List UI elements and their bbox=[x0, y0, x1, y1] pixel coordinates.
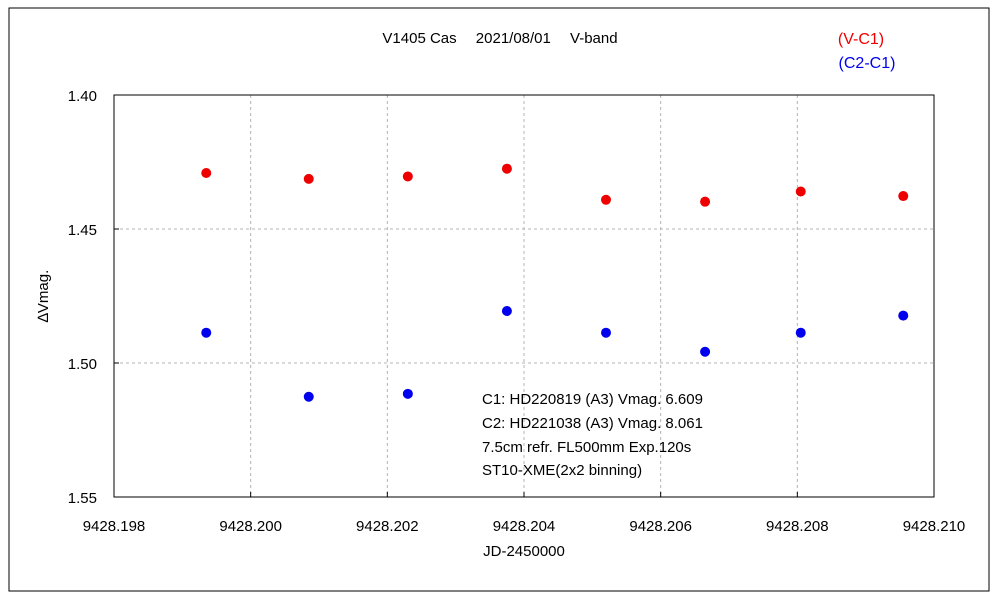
x-tick-label: 9428.206 bbox=[629, 518, 692, 535]
annotation-line-instrument: 7.5cm refr. FL500mm Exp.120s bbox=[482, 439, 691, 456]
data-point bbox=[402, 388, 413, 399]
x-axis-label: JD-2450000 bbox=[483, 543, 565, 560]
data-point bbox=[795, 327, 806, 338]
y-tick-label: 1.45 bbox=[68, 222, 97, 239]
data-point bbox=[501, 163, 512, 174]
y-tick-label: 1.55 bbox=[68, 490, 97, 507]
x-tick-label: 9428.202 bbox=[356, 518, 419, 535]
y-tick-label: 1.40 bbox=[68, 88, 97, 105]
chart-title: V1405 Cas 2021/08/01 V-band bbox=[382, 30, 617, 47]
legend-entry-c2-c1: (C2-C1) bbox=[839, 55, 896, 72]
x-tick-label: 9428.210 bbox=[903, 518, 966, 535]
outer-frame bbox=[8, 7, 990, 592]
marks-layer bbox=[201, 163, 909, 402]
data-point bbox=[303, 391, 314, 402]
data-point bbox=[898, 191, 909, 202]
data-point bbox=[501, 306, 512, 317]
series-v-c1 bbox=[201, 163, 909, 207]
y-tick-label: 1.50 bbox=[68, 356, 97, 373]
annotation-line-c1: C1: HD220819 (A3) Vmag. 6.609 bbox=[482, 391, 703, 408]
data-point bbox=[303, 173, 314, 184]
data-point bbox=[201, 327, 212, 338]
data-point bbox=[601, 327, 611, 338]
data-point bbox=[898, 310, 909, 321]
series-c2-c1 bbox=[201, 306, 909, 402]
annotation-line-camera: ST10-XME(2x2 binning) bbox=[482, 462, 642, 479]
data-point bbox=[601, 194, 611, 205]
x-tick-label: 9428.198 bbox=[83, 518, 146, 535]
annotation-line-c2: C2: HD221038 (A3) Vmag. 8.061 bbox=[482, 415, 703, 432]
x-tick-label: 9428.208 bbox=[766, 518, 829, 535]
data-point bbox=[402, 171, 413, 182]
legend-entry-v-c1: (V-C1) bbox=[838, 31, 884, 48]
x-tick-label: 9428.204 bbox=[493, 518, 556, 535]
x-tick-label: 9428.200 bbox=[219, 518, 282, 535]
annotation-block: C1: HD220819 (A3) Vmag. 6.609 C2: HD2210… bbox=[482, 391, 703, 479]
data-point bbox=[795, 186, 806, 197]
y-axis-label: ∆Vmag. bbox=[35, 270, 52, 323]
tick-layer: 9428.198 9428.200 9428.202 9428.204 9428.206… bbox=[68, 88, 965, 535]
data-point bbox=[201, 167, 212, 178]
grid-layer bbox=[114, 95, 934, 497]
data-point bbox=[700, 346, 711, 357]
data-point bbox=[700, 196, 711, 207]
